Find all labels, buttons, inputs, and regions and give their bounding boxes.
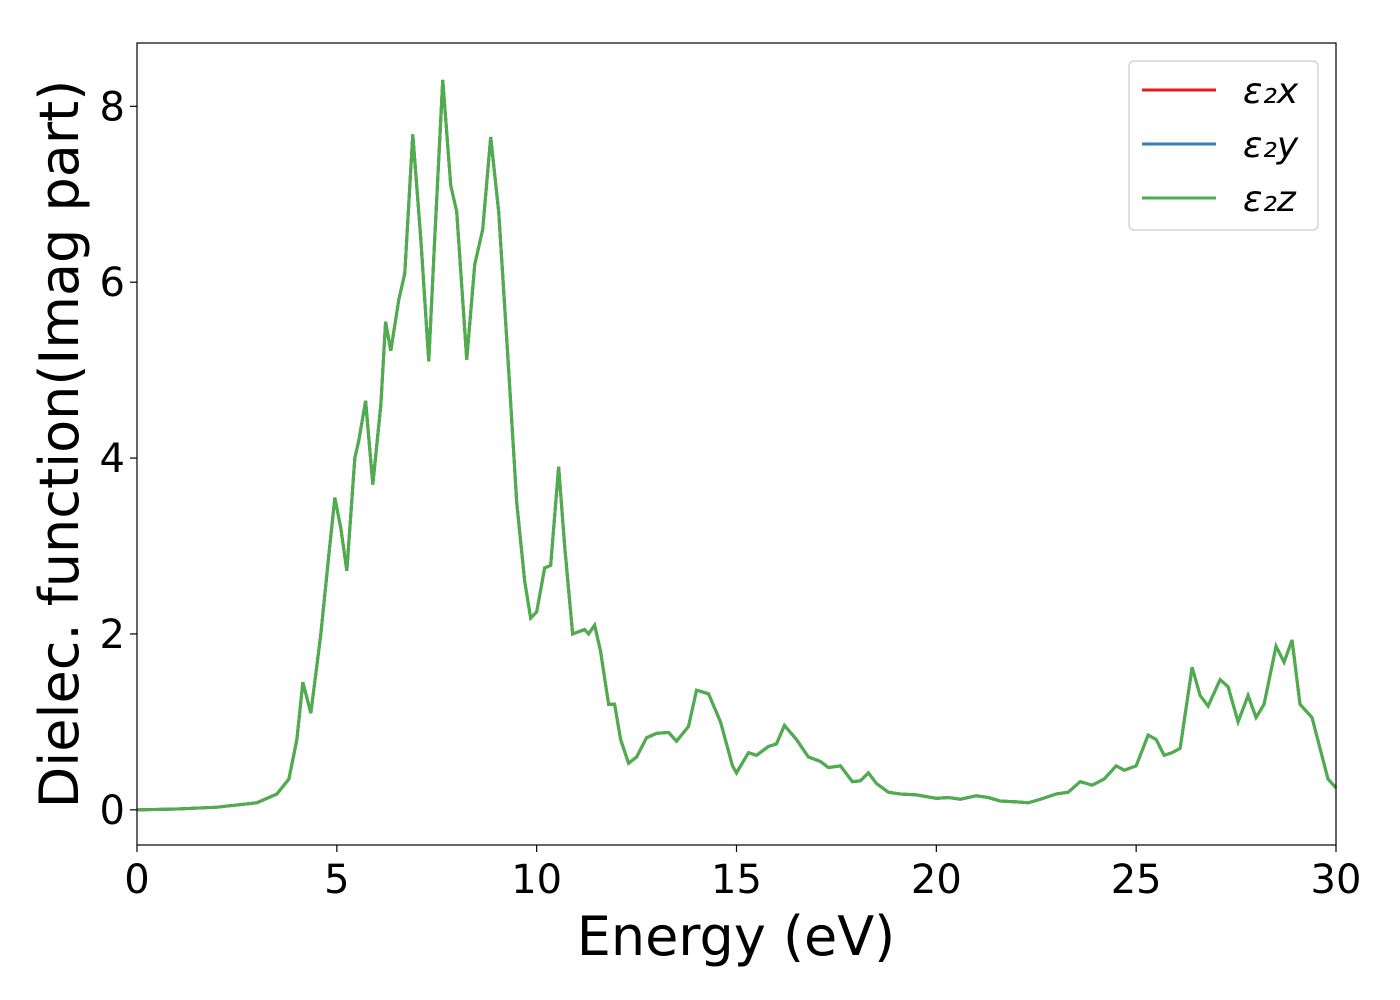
y-tick-label: 6 (100, 260, 125, 306)
x-tick-label: 30 (1311, 857, 1362, 903)
legend-box (1128, 60, 1319, 231)
x-tick-label: 25 (1111, 857, 1162, 903)
legend-label: ε₂z (1243, 179, 1297, 220)
y-tick-label: 0 (100, 788, 125, 834)
y-tick-label: 4 (100, 436, 125, 482)
legend-label: ε₂y (1243, 125, 1299, 166)
y-axis-label: Dielec. function(Imag part) (28, 80, 91, 809)
x-tick-label: 0 (124, 857, 149, 903)
x-tick-label: 10 (511, 857, 562, 903)
x-tick-label: 15 (711, 857, 762, 903)
data-line (136, 79, 1338, 812)
legend: ε₂x ε₂y ε₂z (1128, 60, 1319, 231)
y-tick-label: 8 (100, 84, 125, 130)
y-tick-label: 2 (100, 612, 125, 658)
legend-label: ε₂x (1243, 71, 1299, 112)
x-tick-label: 20 (911, 857, 962, 903)
x-tick-label: 5 (324, 857, 349, 903)
x-axis-label: Energy (eV) (577, 905, 896, 968)
